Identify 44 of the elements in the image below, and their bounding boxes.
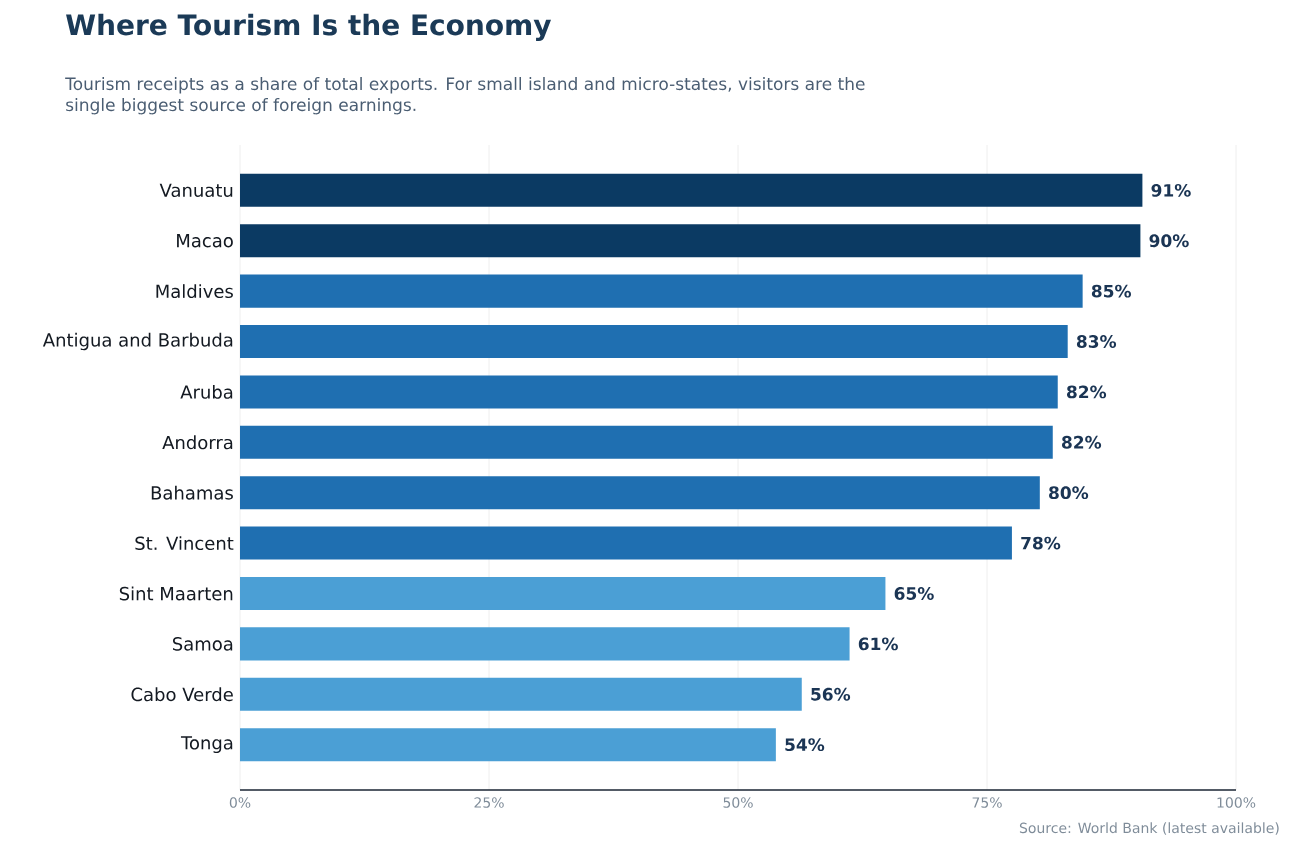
data-label: 54%	[785, 738, 825, 752]
data-label: 56%	[811, 687, 851, 701]
bar	[240, 476, 1040, 510]
bar	[240, 526, 1012, 560]
y-tick-label: Macao	[177, 234, 233, 248]
bar	[240, 677, 802, 711]
y-tick-label: Cabo Verde	[131, 687, 233, 702]
y-tick-label: St. Vincent	[135, 536, 234, 551]
bar	[240, 274, 1083, 308]
bar	[240, 728, 776, 762]
x-tick-label: 100%	[1217, 797, 1256, 808]
bar	[240, 325, 1068, 359]
x-tick-label: 0%	[229, 797, 251, 808]
bar	[240, 173, 1143, 207]
source-note: Source: World Bank (latest available)	[1019, 822, 1279, 835]
y-tick-label: Andorra	[162, 435, 233, 450]
bar	[240, 576, 886, 610]
chart-subtitle: Tourism receipts as a share of total exports. For small island and micro-states, visitors are the single biggest source of foreign earnings.	[65, 76, 865, 115]
data-label: 82%	[1066, 385, 1107, 399]
bar	[240, 627, 850, 661]
data-label: 91%	[1151, 183, 1191, 197]
data-label: 78%	[1021, 536, 1061, 550]
y-tick-label: Samoa	[172, 637, 233, 651]
y-tick-label: Bahamas	[151, 485, 233, 500]
bar	[240, 375, 1058, 409]
y-tick-label: Sint Maarten	[119, 586, 233, 601]
bar	[240, 425, 1053, 459]
y-tick-label: Maldives	[156, 284, 233, 299]
x-tick-label: 50%	[723, 797, 753, 808]
y-tick-label: Vanuatu	[159, 183, 233, 198]
data-label: 80%	[1049, 486, 1089, 500]
data-label: 83%	[1076, 335, 1117, 348]
data-label: 90%	[1149, 234, 1189, 248]
bar	[240, 224, 1141, 258]
data-label: 85%	[1091, 284, 1132, 298]
y-tick-label: Antigua and Barbuda	[42, 332, 233, 351]
y-tick-label: Tonga	[180, 736, 233, 754]
data-label: 65%	[894, 587, 934, 600]
y-tick-label: Aruba	[180, 384, 233, 399]
x-tick-label: 25%	[474, 797, 504, 808]
data-label: 82%	[1061, 435, 1102, 449]
data-label: 61%	[858, 637, 898, 651]
x-tick-label: 75%	[972, 797, 1002, 808]
chart-title: Where Tourism Is the Economy	[66, 13, 552, 42]
